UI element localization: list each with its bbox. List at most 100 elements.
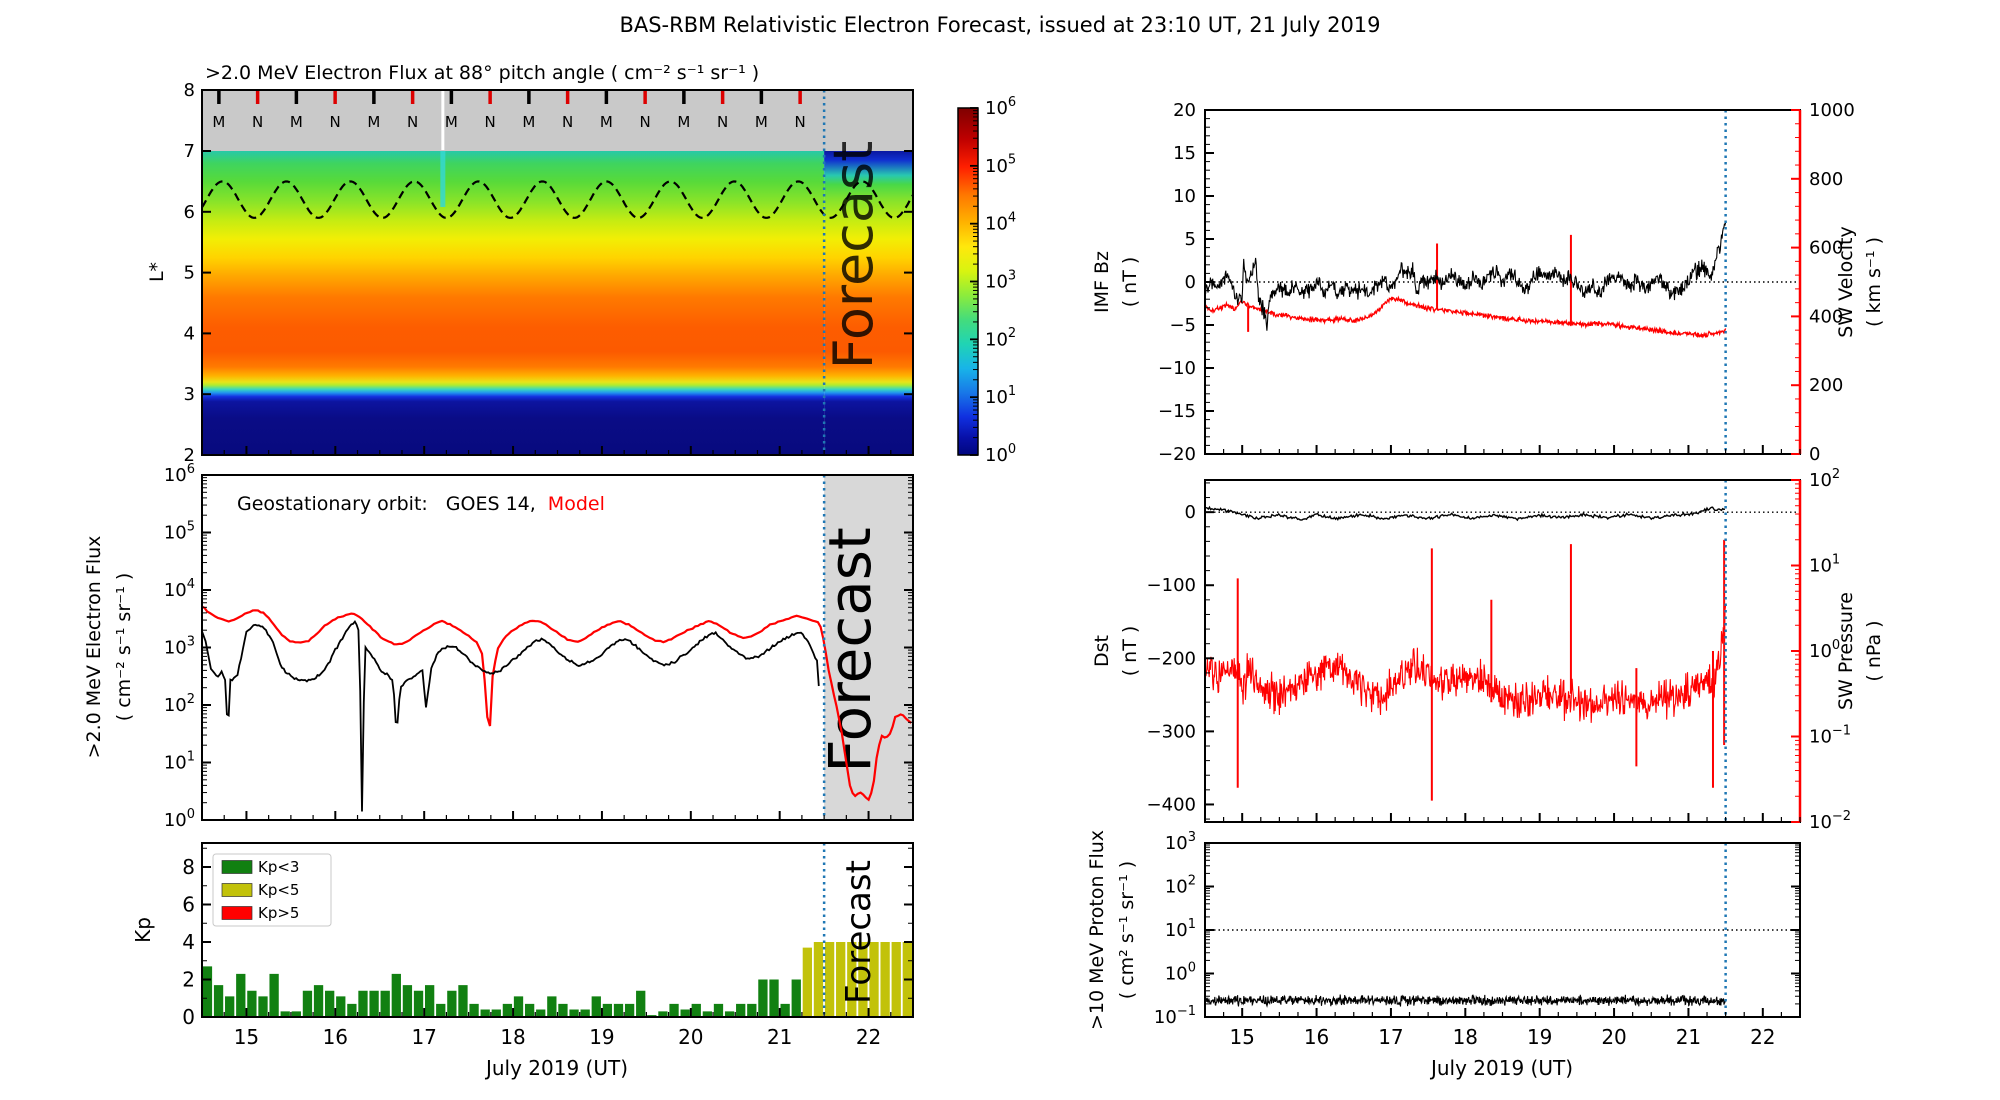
tick-label: −10: [1158, 358, 1196, 379]
forecast-watermark: Forecast: [822, 141, 885, 370]
tick-exponent: 1: [187, 749, 195, 764]
kp-bar: [791, 979, 801, 1017]
tick-label: 100: [164, 807, 195, 831]
tick-label: 101: [164, 749, 195, 773]
tick-exponent: 2: [1008, 326, 1016, 341]
tick-label: 6: [182, 893, 195, 917]
bz-ylabel-line1: IMF Bz: [1091, 251, 1113, 313]
kp-bar: [336, 996, 346, 1017]
kp-bar: [736, 1003, 746, 1017]
tick-label: 8: [182, 855, 195, 879]
band-label-m: M: [755, 113, 768, 131]
kp-bar: [513, 996, 524, 1017]
tick-label: 18: [1453, 1025, 1478, 1049]
tick-label: 102: [164, 692, 195, 716]
flux-plot-area: [824, 476, 913, 819]
tick-label: −300: [1147, 721, 1196, 742]
tick-label: 15: [234, 1025, 259, 1049]
sw-velocity-line: [1204, 295, 1727, 339]
tick-label: 16: [323, 1025, 348, 1049]
flux-legend-model: Model: [548, 493, 605, 515]
kp-bar: [358, 990, 368, 1017]
spectrogram-heatmap: [202, 151, 825, 455]
kp-bar: [724, 1011, 735, 1017]
band-label-m: M: [290, 113, 303, 131]
flux-legend: Geostationary orbit: GOES 14, Model: [237, 493, 605, 515]
tick-label: 4: [182, 930, 195, 954]
kp-bar: [402, 985, 413, 1017]
tick-label: 22: [856, 1025, 881, 1049]
tick-exponent: −1: [1177, 1004, 1196, 1019]
tick-label: 101: [1809, 552, 1840, 576]
kp-bar: [702, 1011, 713, 1017]
tick-exponent: −2: [1832, 809, 1851, 824]
kp-bar: [591, 996, 601, 1017]
tick-label: 106: [164, 462, 195, 486]
tick-label: 5: [184, 263, 195, 284]
band-label-n: N: [330, 113, 341, 131]
tick-label: 6: [184, 202, 195, 223]
tick-exponent: 0: [1008, 442, 1016, 457]
kp-bar: [269, 973, 279, 1017]
tick-label: 21: [1676, 1025, 1701, 1049]
tick-label: 2: [182, 968, 195, 992]
tick-label: 200: [1809, 375, 1843, 396]
kp-bar: [824, 942, 835, 1017]
proton-ylabel-line2: ( cm² s⁻¹ sr⁻¹ ): [1116, 861, 1138, 999]
dst-ylabel-line1: Dst: [1091, 635, 1113, 667]
sw-velocity-label-line2: ( km s⁻¹ ): [1863, 237, 1885, 327]
tick-label: 5: [1185, 229, 1196, 250]
kp-bar: [258, 996, 268, 1017]
band-label-m: M: [522, 113, 535, 131]
kp-bar: [858, 942, 868, 1017]
tick-label: 103: [1165, 830, 1196, 854]
forecast-watermark: Forecast: [839, 860, 879, 1004]
band-label-n: N: [252, 113, 263, 131]
tick-label: 0: [1809, 444, 1820, 465]
tick-label: 106: [985, 95, 1016, 119]
kp-bar: [524, 1003, 535, 1017]
band-label-m: M: [445, 113, 458, 131]
tick-label: 103: [164, 634, 195, 658]
tick-label: 100: [1165, 960, 1196, 984]
kp-bar: [424, 985, 435, 1017]
tick-exponent: 6: [187, 462, 195, 477]
tick-label: −200: [1147, 648, 1196, 669]
kp-bar: [691, 1003, 701, 1017]
goes14-line: [201, 619, 820, 812]
flux-legend-title: Geostationary orbit:: [237, 493, 428, 515]
tick-label: 102: [985, 326, 1016, 350]
tick-exponent: 1: [1832, 552, 1840, 567]
flux-ylabel-line1: >2.0 MeV Electron Flux: [83, 536, 105, 759]
tick-label: 102: [1809, 467, 1840, 491]
band-label-n: N: [485, 113, 496, 131]
tick-label: 400: [1809, 306, 1843, 327]
kp-bar: [880, 942, 890, 1017]
kp-legend-swatch: [221, 860, 253, 874]
sw-velocity-label-line1: SW Velocity: [1835, 226, 1857, 337]
kp-bar: [469, 1003, 479, 1017]
kp-bar: [836, 942, 846, 1017]
tick-label: 19: [589, 1025, 614, 1049]
kp-bar: [325, 990, 335, 1017]
proton-flux-line: [1204, 994, 1726, 1008]
band-label-m: M: [600, 113, 613, 131]
band-label-m: M: [367, 113, 380, 131]
kp-bar: [547, 996, 557, 1017]
tick-label: 2: [184, 445, 195, 466]
band-label-n: N: [562, 113, 573, 131]
kp-legend-label-mid: Kp<5: [258, 881, 299, 899]
tick-label: 104: [985, 211, 1016, 235]
kp-bar: [391, 973, 401, 1017]
kp-bar: [780, 1003, 790, 1017]
tick-label: −20: [1158, 444, 1196, 465]
tick-label: 20: [1173, 100, 1196, 121]
tick-label: 17: [1378, 1025, 1403, 1049]
spectrogram-title: >2.0 MeV Electron Flux at 88° pitch angl…: [205, 62, 759, 84]
kp-bar: [891, 942, 901, 1017]
tick-label: −100: [1147, 575, 1196, 596]
kp-bar: [302, 990, 313, 1017]
